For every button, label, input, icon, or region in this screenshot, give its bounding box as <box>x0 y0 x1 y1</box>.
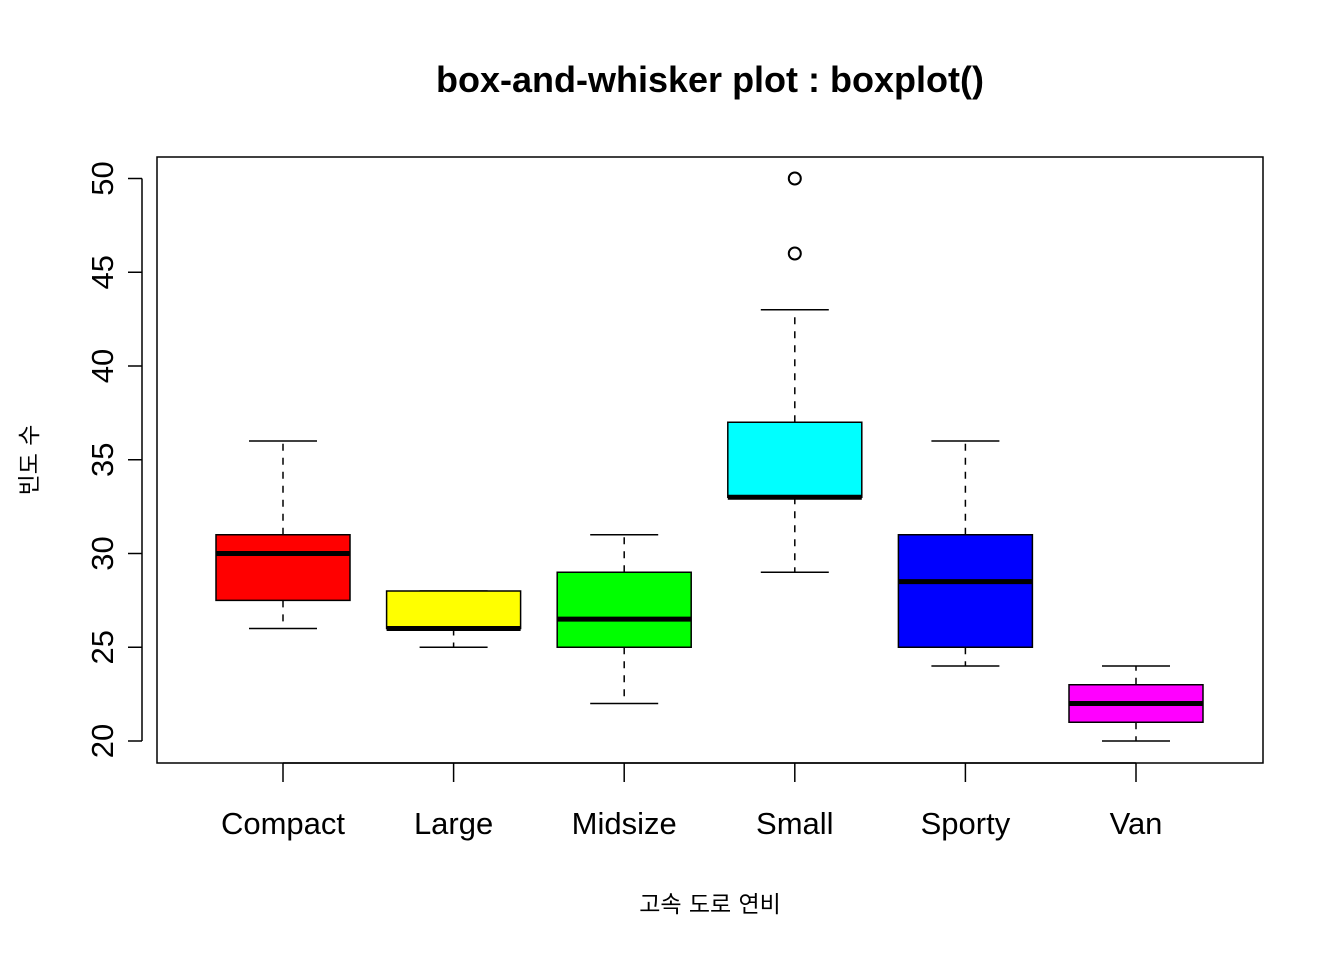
x-axis: Compact Large Midsize Small Sporty Van <box>221 762 1163 841</box>
y-tick-label: 35 <box>85 443 120 477</box>
y-tick-label: 40 <box>85 349 120 383</box>
y-tick-label: 20 <box>85 724 120 758</box>
box-small <box>727 171 863 573</box>
x-axis-title: 고속 도로 연비 <box>639 892 781 918</box>
x-tick-label: Large <box>414 806 493 841</box>
y-tick-label: 25 <box>85 630 120 664</box>
iqr-box <box>897 534 1034 648</box>
x-tick-label: Van <box>1110 806 1163 841</box>
x-tick-label: Small <box>756 806 834 841</box>
iqr-box <box>727 421 863 498</box>
y-axis-title: 빈도 수 <box>17 425 43 496</box>
box-compact <box>215 440 351 630</box>
y-tick-label: 45 <box>85 255 120 289</box>
x-tick-label: Sporty <box>921 806 1011 841</box>
plot-frame <box>156 156 1264 764</box>
box-van <box>1068 665 1204 742</box>
chart-title: box-and-whisker plot : boxplot() <box>436 59 984 100</box>
box-midsize <box>556 534 692 705</box>
y-axis: 20 25 30 35 40 45 50 <box>85 161 143 758</box>
boxes <box>215 171 1204 742</box>
y-tick-label: 50 <box>85 161 120 195</box>
iqr-box <box>215 534 351 602</box>
iqr-box <box>385 590 522 630</box>
x-tick-label: Midsize <box>572 806 677 841</box>
outlier-point <box>787 246 802 261</box>
outlier-point <box>787 171 802 186</box>
iqr-box <box>556 571 692 648</box>
x-tick-label: Compact <box>221 806 345 841</box>
box-large <box>385 590 522 648</box>
box-sporty <box>897 440 1034 667</box>
y-tick-label: 30 <box>85 536 120 570</box>
